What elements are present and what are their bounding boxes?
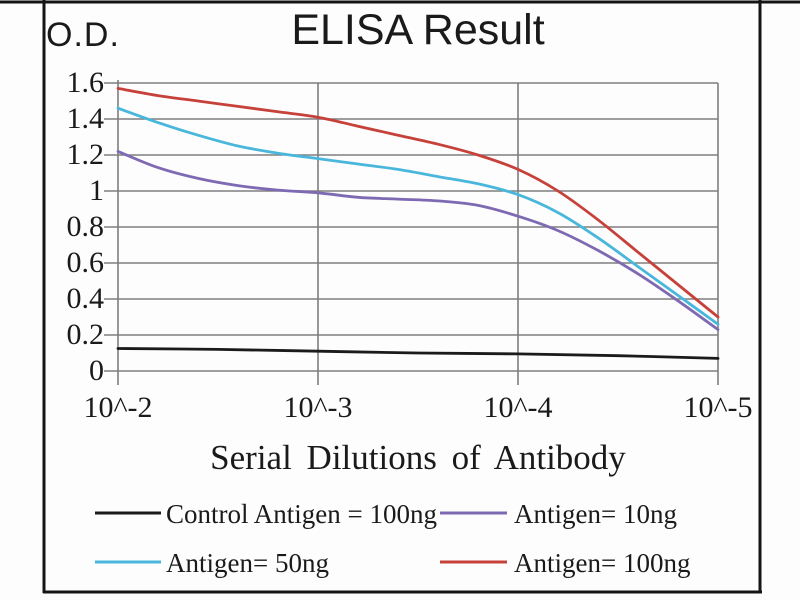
y-tick-1.4: 1.4 xyxy=(66,102,105,135)
x-tick-10^-5: 10^-5 xyxy=(683,391,753,424)
chart-title: ELISA Result xyxy=(291,6,545,54)
curve-antigen-50ng xyxy=(116,106,720,326)
y-tick-1.6: 1.6 xyxy=(66,66,105,99)
y-tick-1.2: 1.2 xyxy=(66,138,105,171)
gridlines xyxy=(104,80,719,385)
y-tick-1: 1 xyxy=(89,174,104,207)
curve-control-antigen-100ng xyxy=(116,347,720,360)
y-tick-0.6: 0.6 xyxy=(66,246,105,279)
y-tick-0: 0 xyxy=(89,354,104,387)
data-curves xyxy=(116,87,720,360)
x-tick-10^-3: 10^-3 xyxy=(283,391,353,424)
x-tick-10^-4: 10^-4 xyxy=(483,391,553,424)
y-tick-0.4: 0.4 xyxy=(66,282,105,315)
x-tick-10^-2: 10^-2 xyxy=(83,391,153,424)
legend-label-antigen-10ng: Antigen= 10ng xyxy=(514,499,677,529)
y-tick-0.8: 0.8 xyxy=(66,210,105,243)
legend-label-control-antigen-100ng: Control Antigen = 100ng xyxy=(166,499,437,529)
curve-antigen-10ng xyxy=(116,150,720,331)
x-axis-title: Serial Dilutions of Antibody xyxy=(210,438,626,477)
y-tick-0.2: 0.2 xyxy=(66,318,105,351)
legend-label-antigen-100ng: Antigen= 100ng xyxy=(514,548,691,578)
legend-label-antigen-50ng: Antigen= 50ng xyxy=(166,548,329,578)
legend-key-lines xyxy=(95,511,507,564)
curve-antigen-100ng xyxy=(116,87,720,319)
y-axis-unit-label: O.D. xyxy=(46,16,120,54)
